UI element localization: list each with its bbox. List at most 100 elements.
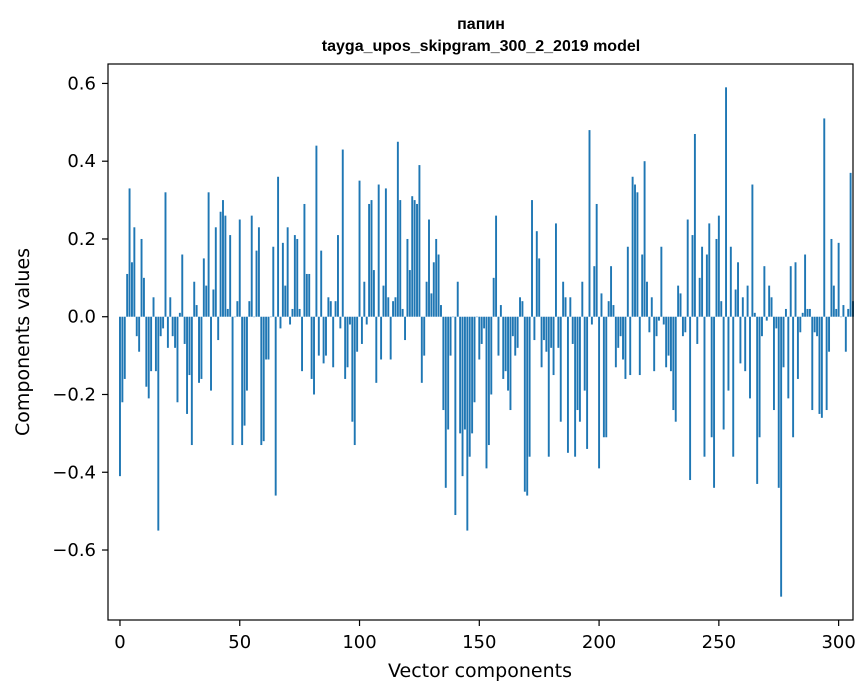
bar-165 [514,316,517,356]
y-tick-label: −0.4 [52,462,96,483]
bar-238 [689,316,692,481]
bar-286 [804,254,807,317]
bar-130 [430,293,433,317]
bar-185 [562,281,565,317]
bar-266 [756,316,759,484]
bar-21 [169,297,172,317]
bar-202 [602,316,605,438]
bar-196 [588,130,591,317]
bar-122 [411,196,414,317]
bar-254 [727,316,730,391]
bar-87 [327,297,330,317]
bar-204 [607,301,610,317]
bar-134 [440,305,442,317]
bar-287 [806,308,809,317]
bar-67 [279,316,282,329]
bar-214 [631,176,634,317]
bar-278 [784,308,787,317]
bar-218 [641,254,644,317]
bar-226 [660,246,663,317]
bar-71 [289,316,292,325]
bar-106 [372,270,375,317]
bar-225 [658,316,660,321]
bar-92 [339,316,342,329]
bar-200 [598,316,601,469]
bar-164 [511,316,514,337]
bar-150 [478,316,481,360]
bar-234 [679,293,682,317]
bar-107 [375,316,378,383]
bar-111 [384,188,387,317]
bar-4 [128,188,131,317]
bar-219 [643,161,646,317]
bar-53 [245,316,248,391]
bar-193 [581,281,584,317]
bar-141 [456,281,459,317]
bar-171 [528,316,531,457]
bar-156 [492,277,495,317]
bar-190 [574,316,577,457]
bar-305 [849,172,852,317]
bar-290 [813,316,816,333]
bar-182 [555,223,557,317]
bar-82 [315,145,318,317]
bar-108 [377,184,380,317]
bar-187 [566,316,569,453]
bar-45 [226,308,229,317]
y-tick-label: 0.6 [67,73,96,94]
bar-129 [428,219,430,317]
bar-194 [583,316,586,391]
bar-101 [360,316,363,344]
bar-41 [217,316,220,341]
x-axis-label: Vector components [388,660,572,682]
bar-227 [662,316,665,325]
bar-9 [140,238,143,317]
bar-123 [413,200,416,317]
bar-235 [681,316,684,337]
bar-43 [222,200,224,317]
bar-292 [818,316,821,414]
bar-255 [729,246,732,317]
bar-285 [801,312,804,317]
x-axis-ticks: 0 50 100 150 200 250 300 [114,620,856,653]
bar-0 [119,316,121,477]
bar-3 [126,273,129,317]
bar-166 [516,316,519,348]
chart-subtitle: tayga_upos_skipgram_300_2_2019 model [322,38,640,55]
bar-242 [698,277,701,317]
bar-44 [224,215,227,317]
bar-148 [473,316,476,403]
bar-181 [552,316,555,376]
bar-42 [219,211,222,317]
bar-143 [461,316,464,477]
bar-133 [437,254,440,317]
bar-72 [291,308,294,317]
bar-288 [808,308,811,317]
bar-189 [571,316,574,344]
bar-128 [425,281,428,317]
bar-293 [820,316,823,418]
bar-262 [746,285,749,317]
x-tick-label: 300 [821,632,855,653]
bar-224 [655,316,658,337]
y-tick-label: −0.2 [52,384,96,405]
bar-109 [380,316,383,360]
bar-153 [485,316,488,469]
bar-203 [605,316,608,438]
bar-105 [370,200,373,317]
bar-159 [499,305,502,317]
bar-124 [416,203,418,317]
bar-244 [703,316,706,457]
bar-23 [174,316,177,348]
bar-247 [710,316,713,438]
bar-173 [533,316,536,341]
y-axis-ticks: −0.6 −0.4 −0.2 0.0 0.2 0.4 0.6 [52,73,108,561]
bar-240 [693,133,696,317]
bar-54 [248,301,251,317]
bar-137 [447,316,450,430]
bar-62 [267,316,270,360]
bar-1 [121,316,124,403]
bar-50 [238,219,241,317]
y-axis-label: Components values [12,248,34,436]
bar-119 [404,316,406,341]
